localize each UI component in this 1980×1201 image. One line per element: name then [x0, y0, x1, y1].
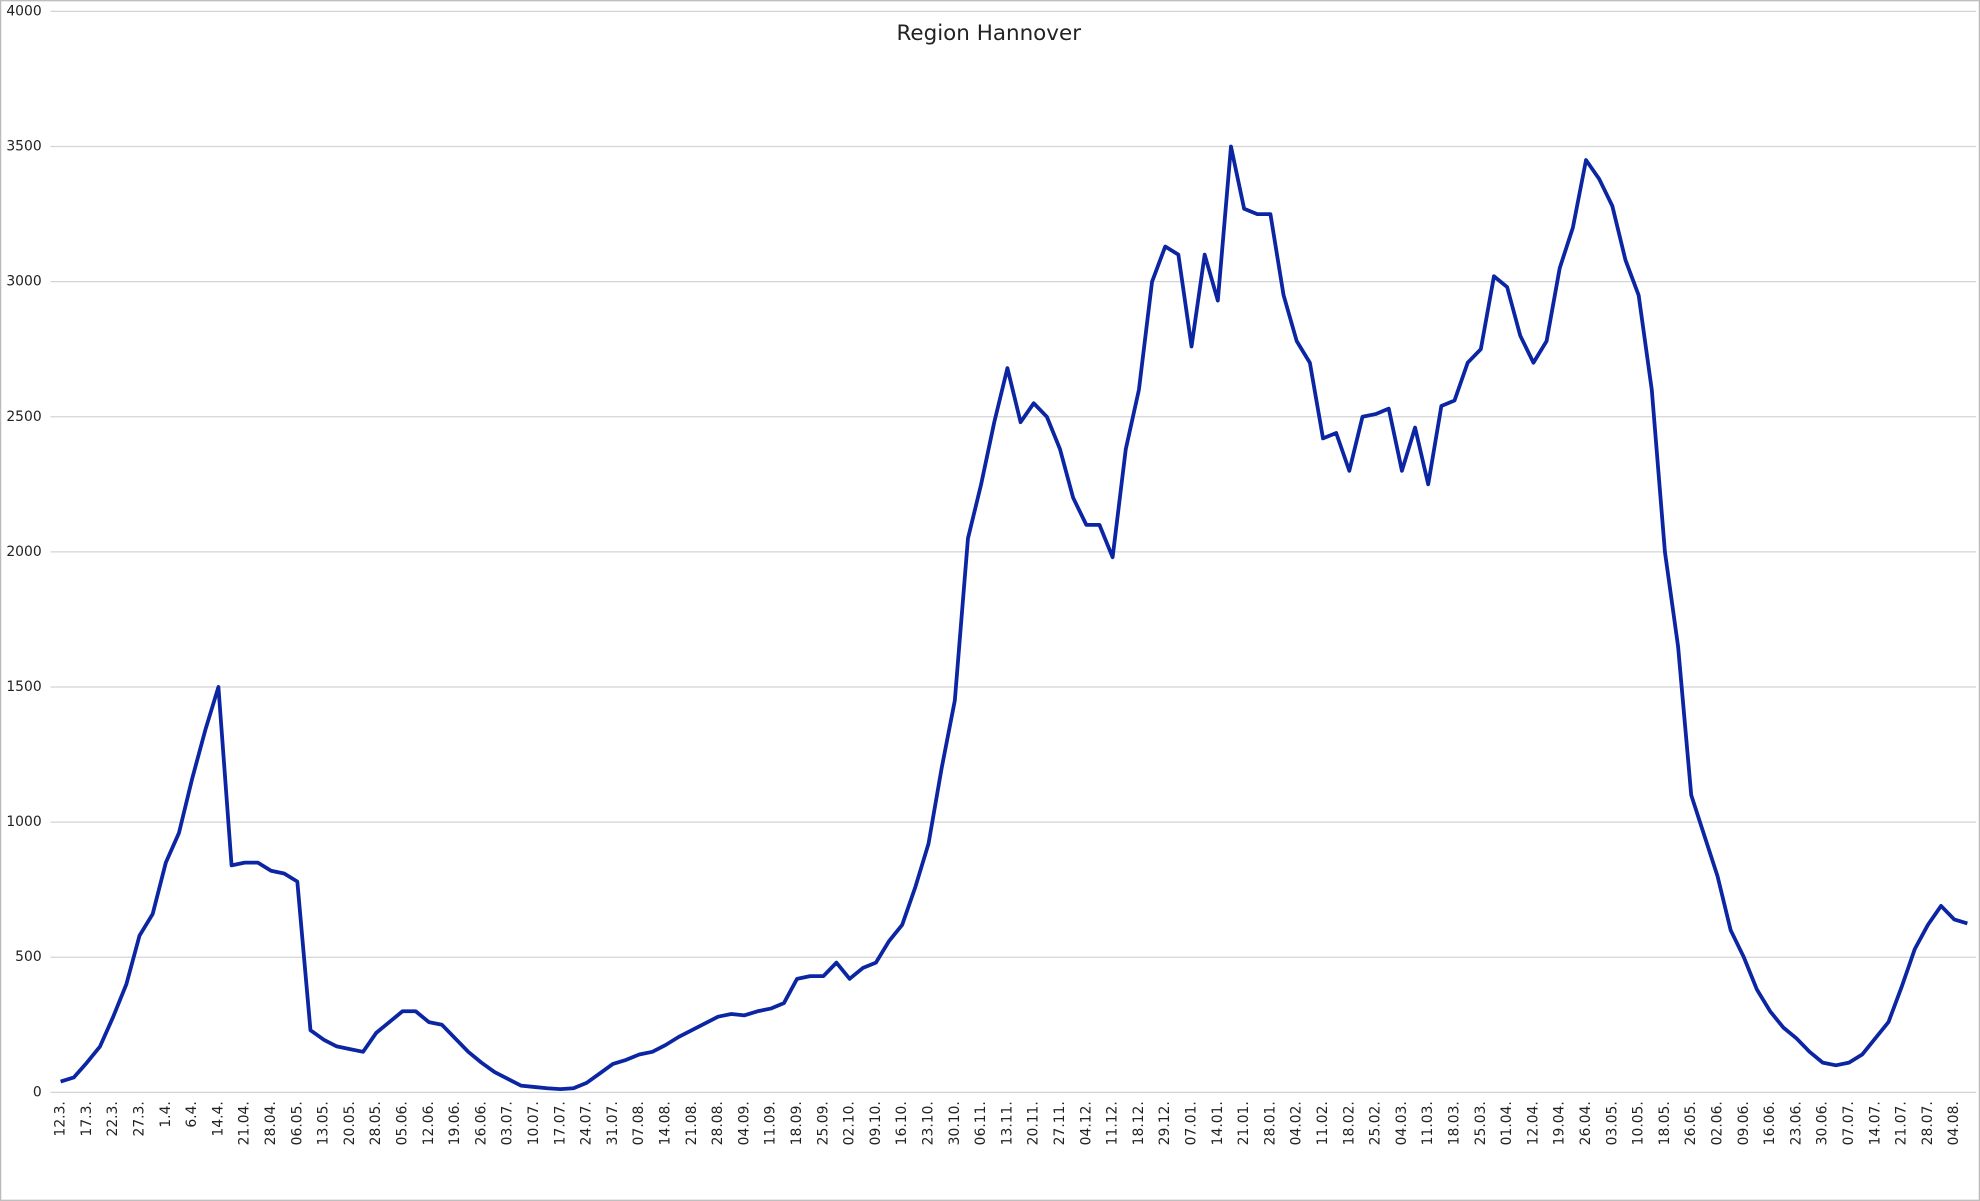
- y-tick-label: 1500: [6, 679, 41, 695]
- x-tick-label: 18.09.: [789, 1101, 805, 1145]
- y-tick-label: 2000: [6, 544, 41, 560]
- chart-title: Region Hannover: [896, 21, 1081, 46]
- x-tick-label: 09.06.: [1736, 1101, 1752, 1145]
- x-tick-label: 03.05.: [1604, 1101, 1620, 1145]
- x-tick-label: 07.08.: [631, 1101, 647, 1145]
- x-tick-label: 18.05.: [1657, 1101, 1673, 1145]
- y-tick-label: 2500: [6, 409, 41, 425]
- x-tick-label: 07.01.: [1184, 1101, 1200, 1145]
- x-tick-label: 21.08.: [684, 1101, 700, 1145]
- x-tick-label: 18.03.: [1447, 1101, 1463, 1145]
- x-tick-label: 05.06.: [395, 1101, 411, 1145]
- x-tick-label: 14.01.: [1210, 1101, 1226, 1145]
- x-tick-label: 22.3.: [105, 1101, 121, 1136]
- x-tick-label: 19.06.: [447, 1101, 463, 1145]
- y-tick-label: 0: [33, 1084, 42, 1100]
- x-tick-label: 18.12.: [1131, 1101, 1147, 1145]
- x-tick-label: 09.10.: [868, 1101, 884, 1145]
- x-tick-label: 26.06.: [473, 1101, 489, 1145]
- x-tick-label: 31.07.: [605, 1101, 621, 1145]
- x-tick-label: 1.4.: [158, 1101, 174, 1127]
- x-tick-label: 14.07.: [1867, 1101, 1883, 1145]
- x-tick-label: 25.02.: [1368, 1101, 1384, 1145]
- x-tick-label: 11.12.: [1105, 1101, 1121, 1145]
- x-tick-label: 20.05.: [342, 1101, 358, 1145]
- x-tick-label: 20.11.: [1026, 1101, 1042, 1145]
- x-tick-label: 01.04.: [1499, 1101, 1515, 1145]
- x-tick-label: 24.07.: [579, 1101, 595, 1145]
- x-tick-label: 04.08.: [1946, 1101, 1962, 1145]
- x-tick-label: 06.11.: [973, 1101, 989, 1145]
- x-tick-label: 13.05.: [316, 1101, 332, 1145]
- x-tick-label: 11.09.: [763, 1101, 779, 1145]
- y-tick-label: 500: [15, 949, 41, 965]
- x-tick-label: 10.07.: [526, 1101, 542, 1145]
- x-tick-label: 04.02.: [1289, 1101, 1305, 1145]
- x-tick-label: 16.10.: [894, 1101, 910, 1145]
- x-tick-label: 02.10.: [842, 1101, 858, 1145]
- x-tick-label: 10.05.: [1631, 1101, 1647, 1145]
- x-tick-label: 13.11.: [999, 1101, 1015, 1145]
- x-tick-label: 17.07.: [552, 1101, 568, 1145]
- y-tick-label: 4000: [6, 3, 41, 19]
- x-tick-label: 11.03.: [1420, 1101, 1436, 1145]
- x-tick-label: 28.04.: [263, 1101, 279, 1145]
- x-tick-label: 19.04.: [1552, 1101, 1568, 1145]
- x-tick-label: 29.12.: [1157, 1101, 1173, 1145]
- x-tick-label: 6.4.: [184, 1101, 200, 1127]
- x-tick-label: 14.08.: [658, 1101, 674, 1145]
- y-tick-label: 1000: [6, 814, 41, 830]
- x-tick-label: 28.08.: [710, 1101, 726, 1145]
- x-tick-label: 28.05.: [368, 1101, 384, 1145]
- x-tick-label: 07.07.: [1841, 1101, 1857, 1145]
- x-tick-label: 21.01.: [1236, 1101, 1252, 1145]
- x-tick-label: 16.06.: [1762, 1101, 1778, 1145]
- x-tick-label: 30.10.: [947, 1101, 963, 1145]
- x-tick-label: 28.01.: [1262, 1101, 1278, 1145]
- x-tick-label: 21.07.: [1894, 1101, 1910, 1145]
- x-tick-label: 25.09.: [815, 1101, 831, 1145]
- x-tick-label: 18.02.: [1341, 1101, 1357, 1145]
- y-tick-label: 3000: [6, 274, 41, 290]
- x-tick-label: 26.04.: [1578, 1101, 1594, 1145]
- x-tick-label: 06.05.: [289, 1101, 305, 1145]
- x-tick-label: 23.10.: [921, 1101, 937, 1145]
- x-tick-label: 21.04.: [237, 1101, 253, 1145]
- x-tick-label: 14.4.: [210, 1101, 226, 1136]
- x-tick-label: 04.09.: [736, 1101, 752, 1145]
- x-tick-label: 27.11.: [1052, 1101, 1068, 1145]
- x-tick-label: 30.06.: [1815, 1101, 1831, 1145]
- x-tick-label: 26.05.: [1683, 1101, 1699, 1145]
- y-tick-label: 3500: [6, 139, 41, 155]
- x-tick-label: 03.07.: [500, 1101, 516, 1145]
- x-tick-label: 28.07.: [1920, 1101, 1936, 1145]
- x-tick-label: 27.3.: [132, 1101, 148, 1136]
- x-tick-label: 12.3.: [53, 1101, 69, 1136]
- x-tick-label: 17.3.: [79, 1101, 95, 1136]
- x-tick-label: 11.02.: [1315, 1101, 1331, 1145]
- data-line: [60, 144, 1968, 1091]
- x-tick-label: 04.12.: [1078, 1101, 1094, 1145]
- x-tick-label: 12.06.: [421, 1101, 437, 1145]
- x-tick-label: 12.04.: [1525, 1101, 1541, 1145]
- x-tick-label: 25.03.: [1473, 1101, 1489, 1145]
- x-tick-label: 23.06.: [1788, 1101, 1804, 1145]
- x-tick-label: 04.03.: [1394, 1101, 1410, 1145]
- x-tick-label: 02.06.: [1710, 1101, 1726, 1145]
